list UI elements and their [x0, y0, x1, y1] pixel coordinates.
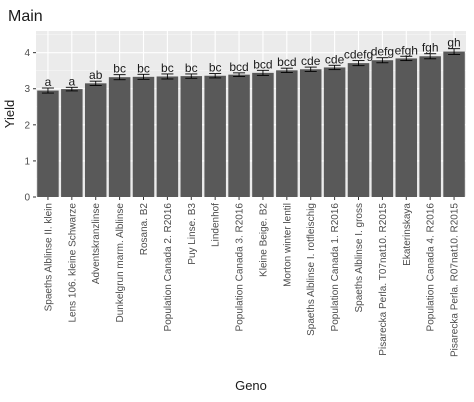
- significance-letter: bc: [185, 61, 198, 75]
- error-bar: [400, 55, 413, 62]
- significance-letter: a: [45, 75, 52, 89]
- bar: [323, 67, 346, 198]
- y-axis-title: Yield: [2, 100, 17, 128]
- significance-letter: gh: [447, 36, 460, 50]
- significance-letter: bc: [137, 61, 150, 75]
- error-bars: [41, 48, 461, 94]
- bar: [156, 76, 179, 197]
- x-tick-label: Lindenhof: [211, 203, 222, 247]
- y-axis: 0 1 2 3 4: [24, 48, 36, 204]
- error-bar: [376, 57, 389, 64]
- bar: [61, 89, 83, 197]
- significance-letter: bcd: [229, 60, 248, 74]
- error-bar: [137, 73, 150, 80]
- significance-letter: a: [68, 74, 75, 88]
- x-tick-label: Population Canada 1. R2016: [330, 203, 341, 332]
- x-axis-title: Geno: [235, 378, 267, 393]
- x-tick-label: Morton winter lentil: [282, 203, 293, 287]
- bar: [204, 75, 226, 197]
- bar: [228, 74, 250, 197]
- error-bar: [89, 80, 102, 86]
- error-bar: [328, 64, 341, 71]
- x-tick-label: Puy Linse. B3: [187, 203, 198, 265]
- significance-letter: ab: [89, 68, 103, 82]
- bar: [299, 69, 322, 197]
- error-bar: [256, 69, 269, 76]
- y-tick-label: 3: [24, 84, 30, 95]
- error-bar: [280, 67, 293, 73]
- bar: [276, 70, 298, 197]
- bar: [443, 51, 465, 197]
- bar: [108, 77, 131, 197]
- significance-letter: cde: [325, 52, 345, 66]
- bar: [395, 58, 418, 197]
- bar: [347, 63, 370, 198]
- plot-panel: [36, 31, 466, 197]
- bar: [371, 60, 394, 197]
- chart-title: Main: [8, 8, 43, 25]
- bar: [84, 83, 107, 197]
- x-tick-label: Rosana. B2: [139, 203, 150, 256]
- x-tick-label: Pisarecka Perla. T07nat10. R2015: [378, 203, 389, 356]
- significance-letter: bc: [209, 61, 222, 75]
- significance-letter: bcd: [253, 57, 272, 71]
- y-tick-label: 0: [24, 193, 30, 204]
- bar: [180, 76, 203, 197]
- error-bar: [304, 66, 317, 72]
- x-tick-label: Pisarecka Perla. R07nat10. R2015: [450, 203, 461, 357]
- y-tick-label: 4: [24, 48, 30, 59]
- error-bar: [448, 48, 461, 55]
- significance-letter: bc: [161, 61, 174, 75]
- error-bar: [161, 73, 174, 80]
- bars: [37, 51, 465, 198]
- y-tick-label: 2: [24, 120, 30, 131]
- error-bar: [65, 86, 78, 92]
- x-tick-label: Spaeths Alblinse II. klein: [43, 203, 54, 311]
- error-bar: [233, 72, 246, 77]
- x-tick-label: Lens 106. kleine Schwarze: [67, 203, 78, 323]
- x-tick-label: Population Canada 2. R2016: [163, 203, 174, 332]
- x-tick-label: Kleine Beige. B2: [258, 203, 269, 277]
- significance-letter: cdefg: [344, 48, 373, 62]
- x-tick-label: Spaeths Alblinse I. rotfleischig: [306, 203, 317, 336]
- error-bar: [185, 73, 198, 79]
- error-bar: [209, 73, 222, 79]
- significance-letter: bc: [113, 62, 126, 76]
- x-axis: Spaeths Alblinse II. klein Lens 106. klei…: [43, 197, 461, 357]
- x-tick-label: Dunkelgrun marm. Alblinse: [115, 203, 126, 323]
- error-bar: [424, 53, 437, 60]
- x-tick-label: Ekaterinskaya: [402, 203, 413, 266]
- error-bar: [352, 60, 365, 67]
- significance-letter: defg: [371, 45, 394, 59]
- significance-letter: bcd: [277, 55, 296, 69]
- y-tick-label: 1: [24, 156, 30, 167]
- significance-letter: fgh: [422, 41, 439, 55]
- bar: [419, 56, 441, 198]
- x-tick-label: Spaeths Alblinse I. gross: [354, 203, 365, 313]
- x-tick-label: Population Canada 4. R2016: [426, 203, 437, 332]
- error-bar: [41, 87, 54, 94]
- significance-letter: cde: [301, 54, 321, 68]
- significance-letter: efgh: [395, 43, 418, 57]
- x-tick-label: Adventskranzlinse: [91, 203, 102, 285]
- bar: [37, 90, 59, 197]
- x-tick-label: Population Canada 3. R2016: [235, 203, 246, 332]
- bar: [132, 76, 155, 197]
- bar: [252, 72, 274, 197]
- error-bar: [113, 74, 126, 81]
